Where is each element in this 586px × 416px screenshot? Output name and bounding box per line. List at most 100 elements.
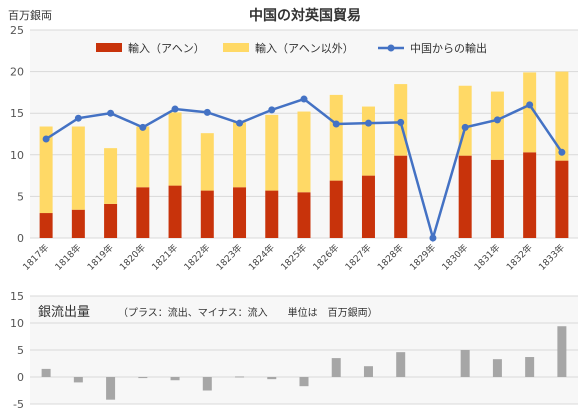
silver-bar	[170, 377, 180, 381]
bar-non-opium	[233, 122, 247, 188]
exports-point	[526, 101, 534, 109]
exports-point	[493, 116, 501, 124]
legend-swatch-opium	[96, 43, 122, 52]
x-tick-label: 1826年	[310, 242, 341, 273]
bar-non-opium	[265, 114, 279, 191]
x-tick-label: 1825年	[278, 242, 309, 273]
silver-bar	[299, 377, 309, 387]
silver-y-tick-label: -5	[13, 398, 24, 411]
bar-non-opium	[523, 72, 537, 153]
bar-opium	[265, 190, 279, 238]
exports-point	[139, 123, 147, 131]
exports-point	[107, 109, 115, 117]
bar-non-opium	[39, 126, 53, 214]
bar-opium	[394, 155, 408, 238]
legend-label-exports: 中国からの輸出	[410, 41, 487, 55]
silver-y-tick-label: 0	[17, 371, 24, 384]
bar-opium	[361, 175, 375, 238]
exports-point	[429, 234, 437, 242]
y-tick-label: 5	[17, 190, 24, 203]
x-tick-label: 1823年	[214, 242, 245, 273]
y-tick-label: 0	[17, 232, 24, 245]
y-tick-label: 20	[10, 66, 24, 79]
legend-label-non-opium: 輸入（アヘン以外）	[255, 41, 354, 55]
x-tick-label: 1817年	[20, 242, 51, 273]
x-tick-label: 1832年	[504, 242, 535, 273]
bar-non-opium	[297, 111, 311, 193]
exports-point	[42, 135, 50, 143]
bar-non-opium	[490, 91, 504, 160]
legend-swatch-non-opium	[223, 43, 249, 52]
bar-non-opium	[71, 126, 85, 210]
unit-label: 百万銀両	[8, 8, 52, 22]
exports-point	[300, 95, 308, 103]
bar-opium	[104, 203, 118, 238]
silver-y-tick-label: 5	[17, 344, 24, 357]
y-tick-label: 25	[10, 24, 24, 37]
legend-label-opium: 輸入（アヘン）	[128, 41, 205, 55]
bar-opium	[200, 190, 214, 238]
silver-y-tick-label: 15	[10, 290, 24, 303]
exports-point	[558, 148, 566, 156]
silver-chart-note: （プラス：流出、マイナス：流入 単位は 百万銀両）	[118, 306, 378, 319]
silver-bar	[73, 377, 83, 383]
bar-opium	[329, 180, 343, 238]
silver-bar	[492, 359, 502, 377]
legend-marker-exports	[387, 44, 395, 52]
x-tick-label: 1829年	[407, 242, 438, 273]
x-tick-label: 1833年	[536, 242, 567, 273]
silver-bar	[106, 377, 116, 400]
main-plot: 0 5 10 15 20 25 1817年 1818年 1819年 1820年 1821年 1822年…	[10, 24, 578, 273]
x-tick-label: 1831年	[471, 242, 502, 273]
x-tick-label: 1821年	[149, 242, 180, 273]
exports-point	[332, 120, 340, 128]
silver-y-tick-label: 10	[10, 317, 24, 330]
bar-opium	[136, 187, 150, 238]
silver-bar	[235, 376, 245, 378]
exports-point	[74, 114, 82, 122]
legend: 輸入（アヘン） 輸入（アヘン以外） 中国からの輸出	[96, 41, 487, 55]
silver-plot: -5 0 5 10 15 銀流出量 （プラス：流出、マイナス：流入 単位は 百万銀両）	[10, 290, 578, 411]
silver-chart-title: 銀流出量	[38, 305, 90, 320]
bar-opium	[297, 192, 311, 238]
bar-non-opium	[329, 94, 343, 181]
bar-non-opium	[168, 112, 182, 186]
x-tick-label: 1830年	[439, 242, 470, 273]
x-tick-label: 1822年	[181, 242, 212, 273]
y-tick-label: 10	[10, 149, 24, 162]
exports-point	[397, 118, 405, 126]
silver-bar	[363, 366, 373, 377]
exports-point	[364, 119, 372, 127]
x-tick-label: 1819年	[85, 242, 116, 273]
bar-opium	[523, 152, 537, 238]
bar-non-opium	[136, 126, 150, 188]
silver-bar	[138, 377, 148, 379]
silver-bar	[41, 368, 51, 377]
exports-point	[268, 106, 276, 114]
y-tick-label: 15	[10, 107, 24, 120]
exports-point	[461, 123, 469, 131]
silver-bar	[331, 358, 341, 377]
bar-opium	[71, 209, 85, 238]
silver-bar	[396, 352, 406, 377]
x-tick-label: 1827年	[343, 242, 374, 273]
bar-non-opium	[555, 71, 569, 161]
silver-bar	[460, 350, 470, 377]
silver-bar	[557, 326, 567, 377]
bar-non-opium	[361, 106, 375, 176]
silver-bar	[267, 377, 277, 380]
x-tick-label: 1818年	[52, 242, 83, 273]
silver-bar	[525, 357, 535, 377]
exports-point	[236, 119, 244, 127]
silver-bar	[202, 377, 212, 391]
exports-point	[203, 108, 211, 116]
x-tick-label: 1824年	[246, 242, 277, 273]
bar-opium	[458, 155, 472, 238]
chart-title: 中国の対英国貿易	[249, 7, 361, 24]
bar-opium	[39, 213, 53, 238]
exports-point	[171, 105, 179, 113]
bar-opium	[233, 187, 247, 238]
bar-non-opium	[200, 133, 214, 191]
